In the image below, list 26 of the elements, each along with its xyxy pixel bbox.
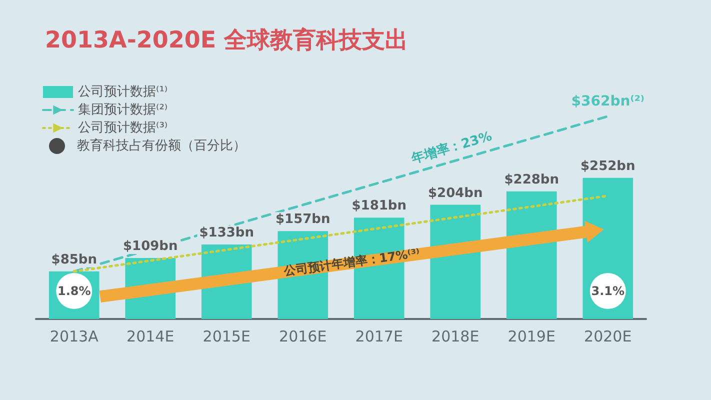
data-label: $362bn⁽²⁾ [571,93,644,110]
x-tick-label: 2017E [355,328,403,346]
data-label: $204bn [428,186,483,201]
x-tick-label: 2013A [50,328,100,346]
legend-label: 公司预计数据⁽³⁾ [78,120,168,136]
chart-title: 2013A-2020E 全球教育科技支出 [45,26,408,54]
x-tick-label: 2014E [126,328,174,346]
data-label: $133bn [199,226,254,241]
data-label: $157bn [276,212,330,228]
annotation: 年增率：23% [408,128,494,168]
x-tick-label: 2018E [432,328,480,346]
data-label: $181bn [352,198,406,214]
annotation: 教育科技占有份额（百分比） [77,138,246,154]
data-label: $228bn [504,172,559,188]
x-tick-label: 2015E [202,328,250,346]
annotation: 公司预计年增率：17%⁽³⁾ [282,246,421,278]
annotation: 3.1% [591,284,625,298]
data-label: $252bn [580,158,636,174]
legend-label: 公司预计数据⁽¹⁾ [78,84,168,100]
x-tick-label: 2019E [508,328,556,346]
data-label: $109bn [123,238,178,254]
x-tick-label: 2016E [279,328,327,346]
x-tick-label: 2020E [584,328,632,346]
legend-label: 集团预计数据⁽²⁾ [78,102,168,118]
data-label: $85bn [51,252,97,268]
annotation: 1.8% [57,284,91,298]
